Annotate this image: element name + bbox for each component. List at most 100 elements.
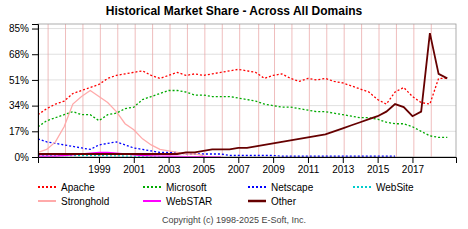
legend-item: Apache	[38, 182, 95, 193]
vline	[222, 24, 223, 157]
legend-label: Other	[271, 196, 297, 207]
legend-swatch	[38, 186, 56, 188]
vline	[344, 24, 345, 157]
legend-item: Stronghold	[38, 196, 109, 207]
y-tick: 0%	[15, 152, 38, 163]
lines	[38, 33, 447, 157]
x-tick-mark	[273, 157, 274, 163]
legend-item: WebSite	[353, 182, 414, 193]
legend-label: WebSite	[376, 182, 414, 193]
legend-item: Microsoft	[143, 182, 207, 193]
legend-swatch	[143, 200, 161, 202]
x-tick-label: 2007	[228, 164, 251, 175]
legend-item: Netscape	[248, 182, 314, 193]
series-line	[38, 91, 203, 156]
legend-swatch	[353, 186, 371, 188]
vline	[48, 24, 49, 157]
plot: 1999 2001 2003 2005 2007 2009 2011 2013 2015 2017…	[9, 23, 457, 175]
legend-label: WebSTAR	[166, 196, 212, 207]
x-tick-mark	[308, 157, 309, 163]
legend-label: Microsoft	[166, 182, 207, 193]
x-tick-mark	[238, 157, 239, 163]
y-tick-label: 17%	[9, 126, 29, 137]
vline	[135, 24, 136, 157]
title: Historical Market Share - Across All Dom…	[106, 4, 363, 18]
y-tick-mark	[32, 54, 38, 55]
series-line	[38, 33, 447, 154]
chart: Historical Market Share - Across All Dom…	[0, 0, 468, 229]
x-tick-label: 2009	[263, 164, 286, 175]
y-tick-label: 68%	[9, 49, 29, 60]
vline	[396, 24, 397, 157]
vline	[326, 24, 327, 157]
vline	[379, 24, 380, 157]
legend-item: Other	[248, 196, 297, 207]
vline	[117, 24, 118, 157]
vline	[204, 24, 205, 157]
y-tick-mark	[32, 106, 38, 107]
y-tick-mark	[32, 157, 38, 158]
annotation: Copyright (c) 1998-2025 E-Soft, Inc.	[162, 215, 306, 225]
x-tick: 2015	[367, 157, 390, 175]
y-tick-label: 0%	[15, 152, 30, 163]
legend-item: WebSTAR	[143, 196, 212, 207]
legend-swatch	[38, 200, 56, 202]
x-tick-mark	[412, 157, 413, 163]
legend-label: Netscape	[271, 182, 314, 193]
x-tick-label: 2011	[298, 164, 320, 175]
x-tick: 2007	[228, 157, 251, 175]
x-axis-line	[39, 158, 457, 164]
y-axis: 0% 17% 34% 51% 68% 85%	[9, 23, 39, 162]
vline	[100, 24, 101, 157]
x-tick-mark	[378, 157, 379, 163]
legend-label: Apache	[61, 182, 95, 193]
x-tick: 1999	[88, 157, 111, 175]
x-tick-mark	[99, 157, 100, 163]
y-tick-mark	[32, 80, 38, 81]
x-tick-label: 2013	[332, 164, 355, 175]
vline	[291, 24, 292, 157]
legend: Apache Microsoft Netscape WebSite Stronghold…	[38, 182, 414, 207]
plot-frame	[38, 24, 456, 157]
vline	[65, 24, 66, 157]
x-tick-label: 2015	[367, 164, 390, 175]
vline	[187, 24, 188, 157]
x-tick-label: 2001	[123, 164, 146, 175]
y-tick-label: 34%	[9, 100, 29, 111]
legend-label: Stronghold	[61, 196, 109, 207]
vline	[152, 24, 153, 157]
x-tick-mark	[134, 157, 135, 163]
y-tick-label: 85%	[9, 23, 29, 34]
x-tick: 2013	[332, 157, 355, 175]
y-tick: 34%	[9, 100, 38, 111]
y-tick-mark	[32, 29, 38, 30]
y-tick-label: 51%	[9, 75, 29, 86]
vline	[274, 24, 275, 157]
x-tick-label: 2005	[193, 164, 216, 175]
x-tick-mark	[343, 157, 344, 163]
y-axis-line	[32, 25, 39, 158]
legend-swatch	[248, 200, 266, 203]
legend-swatch	[248, 186, 266, 188]
x-tick: 2009	[263, 157, 286, 175]
x-tick: 2011	[298, 157, 320, 175]
x-tick: 2005	[193, 157, 216, 175]
vline	[413, 24, 414, 157]
y-tick: 85%	[9, 23, 38, 34]
x-tick-label: 1999	[88, 164, 111, 175]
x-tick: 2003	[158, 157, 181, 175]
vline	[258, 24, 259, 157]
vline	[239, 24, 240, 157]
legend-swatch	[143, 186, 161, 188]
x-tick-mark	[169, 157, 170, 163]
y-tick: 68%	[9, 49, 38, 60]
x-tick-label: 2003	[158, 164, 181, 175]
y-tick-mark	[32, 131, 38, 132]
series-line	[38, 69, 447, 114]
vline	[361, 24, 362, 157]
y-tick: 17%	[9, 126, 38, 137]
x-tick: 2017	[402, 157, 425, 175]
x-axis: 1999 2001 2003 2005 2007 2009 2011 2013 2015 2017	[39, 157, 457, 175]
x-tick: 2001	[123, 157, 146, 175]
y-tick: 51%	[9, 75, 38, 86]
